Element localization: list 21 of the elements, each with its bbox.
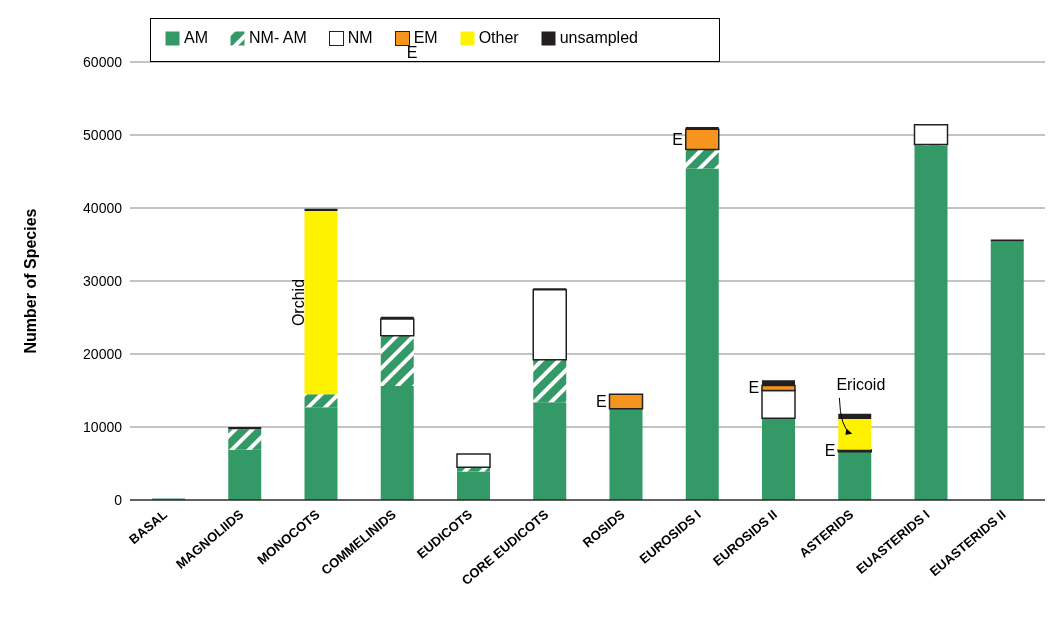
y-tick-label: 50000	[83, 126, 123, 143]
y-axis-title: Number of Species	[21, 208, 39, 354]
annotation: Ericoid	[836, 375, 886, 393]
legend-label: NM- AM	[249, 29, 307, 47]
annotation: E	[824, 442, 836, 460]
legend-label: Other	[478, 29, 519, 47]
y-tick-label: 40000	[83, 199, 123, 216]
annotation: E	[595, 392, 607, 410]
annotation: Orchid	[290, 278, 308, 327]
y-tick-label: 10000	[83, 418, 123, 435]
y-tick-label: 20000	[83, 345, 123, 362]
y-tick-label: 30000	[83, 272, 123, 289]
legend-label: unsampled	[559, 29, 638, 47]
annotation: E	[748, 379, 760, 397]
y-tick-label: 60000	[83, 53, 123, 70]
text: E	[406, 44, 418, 62]
y-tick-label: 0	[114, 491, 123, 508]
legend-label: NM	[347, 29, 373, 47]
legend-label: EM	[413, 29, 438, 46]
legend-label: AM	[184, 29, 208, 47]
annotation: E	[672, 130, 683, 148]
